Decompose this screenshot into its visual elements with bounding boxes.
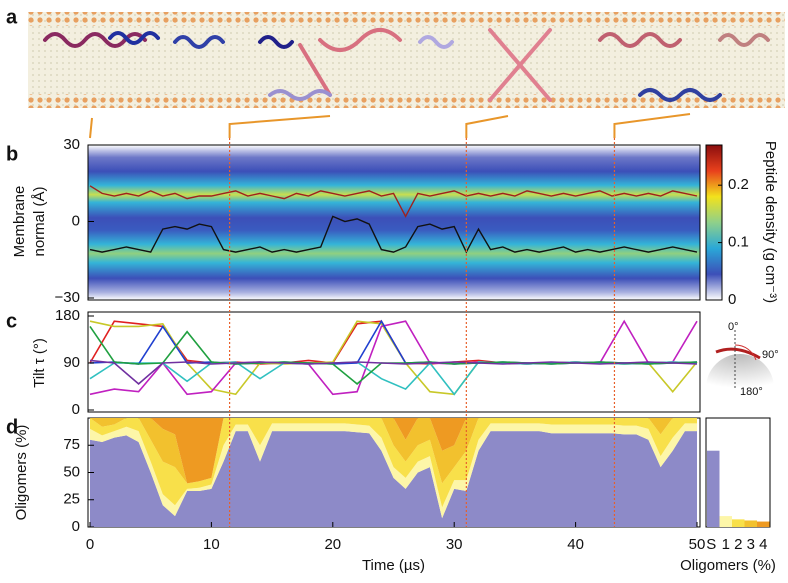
x-axis-label: Oligomers (%) xyxy=(680,557,776,574)
x-tick-label: 4 xyxy=(759,536,767,553)
bar xyxy=(732,519,745,527)
x-tick-label: 50 xyxy=(689,536,706,553)
snapshot-connector xyxy=(228,115,331,138)
x-tick-label: 1 xyxy=(722,536,730,553)
stacked-area xyxy=(90,418,697,484)
x-tick-label: 2 xyxy=(734,536,742,553)
inset-label: 0° xyxy=(728,321,739,333)
y-axis-label: Membrane xyxy=(11,186,28,258)
bar xyxy=(707,450,720,527)
inset-label: 180° xyxy=(740,386,763,398)
data-line xyxy=(89,361,698,396)
colorbar-label: Peptide density (g cm⁻³) xyxy=(762,141,779,303)
panel-letter: a xyxy=(6,6,18,28)
x-tick-label: 20 xyxy=(324,536,341,553)
plot-frames xyxy=(87,144,774,528)
bar xyxy=(757,521,770,527)
x-tick-label: 30 xyxy=(446,536,463,553)
inset-label: 90° xyxy=(762,349,779,361)
y-tick-label: 30 xyxy=(63,136,80,153)
panel-letter: d xyxy=(6,416,18,438)
snapshot-connector xyxy=(613,113,691,138)
x-tick-label: 3 xyxy=(747,536,755,553)
y-tick-label: 75 xyxy=(63,436,80,453)
y-axis-label: Oligomers (%) xyxy=(13,425,30,521)
stacked-area xyxy=(90,418,697,508)
x-tick-label: 0 xyxy=(86,536,94,553)
snapshot-connector xyxy=(89,117,93,139)
stacked-area xyxy=(90,431,697,527)
x-tick-label: 10 xyxy=(203,536,220,553)
colorbar-tick-label: 0.2 xyxy=(728,176,749,193)
y-tick-label: −30 xyxy=(55,289,80,306)
stacked-area xyxy=(90,423,697,519)
bar xyxy=(744,520,757,527)
data-line xyxy=(89,359,698,385)
colorbar-tick-label: 0.1 xyxy=(728,234,749,251)
data-line xyxy=(89,215,698,254)
snapshot-connector xyxy=(465,115,509,138)
panel-letter: b xyxy=(6,143,18,165)
y-axis-label: normal (Å) xyxy=(31,186,48,256)
colorbar-tick-label: 0 xyxy=(728,291,736,308)
x-tick-label: S xyxy=(706,536,716,553)
y-tick-label: 90 xyxy=(63,354,80,371)
y-tick-label: 25 xyxy=(63,491,80,508)
data-line xyxy=(89,319,698,365)
stacked-area xyxy=(90,418,697,484)
y-axis-label: Tilt τ (°) xyxy=(31,338,48,388)
x-tick-label: 40 xyxy=(567,536,584,553)
bar xyxy=(719,516,732,527)
snapshot-image xyxy=(28,12,785,108)
y-tick-label: 0 xyxy=(72,401,80,418)
y-tick-label: 0 xyxy=(72,518,80,535)
y-tick-label: 0 xyxy=(72,212,80,229)
panel-letter: c xyxy=(6,310,17,332)
x-axis-label: Time (µs) xyxy=(362,557,425,574)
data-line xyxy=(89,185,698,218)
y-tick-label: 50 xyxy=(63,463,80,480)
y-tick-label: 180 xyxy=(55,307,80,324)
